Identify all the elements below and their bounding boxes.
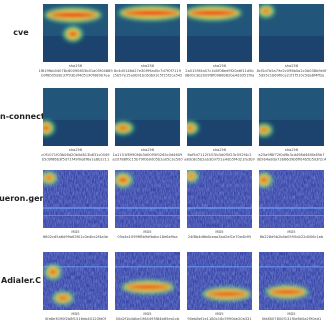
caption-id-type: sha256 xyxy=(69,64,83,68)
caption-hash: a25a9f8f72f0d9b3cd498d460fa65b7 xyxy=(258,153,324,157)
heatmap xyxy=(187,88,252,146)
heatmap-shade xyxy=(187,35,252,62)
heatmap-band xyxy=(43,215,108,216)
caption-hash: 6af5d7112f1f15b3d0f5f23c552f4c2 xyxy=(187,153,251,157)
hotspot-core xyxy=(126,284,170,290)
heatmap-noise xyxy=(259,252,324,310)
heatmap-band xyxy=(115,207,180,209)
heatmap xyxy=(259,4,324,62)
caption-hash: c0f1071f03b06d20b0d813b631c0049 xyxy=(41,153,110,157)
heatmap xyxy=(259,252,324,310)
heatmap xyxy=(187,170,252,228)
hotspot-core xyxy=(45,175,53,181)
hotspot-core xyxy=(270,289,304,295)
hotspot-core xyxy=(262,8,270,14)
heatmap-shade xyxy=(259,35,324,62)
caption-hash: 1a1151f8990f4b3d0095f0265c0d4609 xyxy=(113,153,183,157)
heatmap-band xyxy=(187,215,252,216)
heatmap xyxy=(187,4,252,62)
heatmap-band xyxy=(43,207,108,209)
caption-id-type: sha256 xyxy=(213,64,227,68)
caption-hash: 0fa8007800f131f0e6b5a2f90ed1 xyxy=(262,317,322,321)
heatmap xyxy=(115,88,180,146)
caption-id-type: MD5 xyxy=(143,312,151,316)
heatmap xyxy=(43,170,108,228)
heatmap-band xyxy=(115,266,180,268)
caption-id-type: sha256 xyxy=(213,148,227,152)
heatmap-noise xyxy=(43,252,108,310)
caption-hash: 1f819fbb04078c60090853b01a05f04889 xyxy=(38,69,113,73)
hotspot-core xyxy=(188,173,194,179)
hotspot-core xyxy=(260,177,268,183)
heatmap-band xyxy=(187,207,252,209)
heatmap xyxy=(115,252,180,310)
row-label: Alueron.gen!J xyxy=(0,194,52,203)
caption-hash: 8b228d9b2b4b0595d422d006c1eb xyxy=(260,235,324,239)
hotspot-core xyxy=(68,31,78,37)
caption-hash: 00d2f1b4dbe1964493f84b65ea1cb xyxy=(116,317,180,321)
caption-id-type: MD5 xyxy=(71,230,79,234)
caption-hash: d8d0c3b2b09f8f0988b62be4d3d51f0a xyxy=(185,74,255,78)
caption-hash: 90eb8ef1e1180c16c5990be20a331 xyxy=(187,317,251,321)
hotspot-core xyxy=(49,12,97,18)
hotspot-core xyxy=(118,177,128,183)
caption-hash: b5d9f86b3f5d71f49f0e8f6a1e8b2c11 xyxy=(42,158,110,162)
caption-id-type: MD5 xyxy=(287,230,295,234)
heatmap xyxy=(43,88,108,146)
caption-hash: db9b4a8da73b66d9b6ffd4b5b5d3f2c4 xyxy=(257,158,327,162)
caption-id-type: sha256 xyxy=(141,148,155,152)
heatmap-band xyxy=(259,266,324,268)
caption-hash: a8dc8d5b2ab3b9751e4db5f4d21fa3b9 xyxy=(184,158,255,162)
hotspot-core xyxy=(117,125,129,131)
hotspot-core xyxy=(189,10,237,16)
heatmap-noise xyxy=(187,170,252,228)
caption-id-type: sha256 xyxy=(285,148,299,152)
heatmap xyxy=(259,170,324,228)
heatmap-band xyxy=(259,215,324,216)
heatmap xyxy=(259,88,324,146)
caption-hash: a2d788f0c15b79f0b0d05b2a05c2e5d0 xyxy=(112,158,183,162)
caption-hash: 6802c65a6d99a63f01c0e4bc2f4a4e xyxy=(43,235,109,239)
row-label: open-connection xyxy=(0,112,59,121)
caption-hash: b9f6b05d8c37f93b3f4d5190fd89b7ea xyxy=(41,74,110,78)
caption-hash: 8c4d5148d27e30f99ad5c7d7f0f7119 xyxy=(114,69,182,73)
heatmap xyxy=(115,170,180,228)
caption-id-type: sha256 xyxy=(141,64,155,68)
heatmap xyxy=(43,252,108,310)
row-label: cve xyxy=(13,28,29,37)
heatmap-band xyxy=(259,207,324,209)
hotspot-core xyxy=(43,125,50,131)
caption-hash: 5d95c1b69f0ca21f1f510c5da8f4ff2e xyxy=(259,74,326,78)
caption-id-type: MD5 xyxy=(215,230,223,234)
heatmap xyxy=(43,4,108,62)
heatmap-band xyxy=(115,215,180,216)
heatmap xyxy=(115,4,180,62)
hotspot-core xyxy=(187,125,194,131)
caption-hash: 2a5155f4a07c1b0f08ed9f20a6f11d5b xyxy=(185,69,254,73)
hotspot-core xyxy=(260,127,268,133)
caption-id-type: MD5 xyxy=(287,312,295,316)
hotspot-core xyxy=(123,10,179,16)
hotspot-core xyxy=(49,269,57,275)
hotspot-core xyxy=(57,295,69,301)
hotspot-core xyxy=(207,291,247,297)
caption-id-type: MD5 xyxy=(143,230,151,234)
heatmap-shade xyxy=(115,35,180,62)
heatmap-band xyxy=(43,266,108,268)
caption-hash: 0fa6e3090f2b8f1516eb40120fd0f xyxy=(45,317,107,321)
caption-hash: 8cf2d7b5a79e2c096b0a2c0b038b9e0f xyxy=(257,69,328,73)
caption-id-type: sha256 xyxy=(285,64,299,68)
row-label: Adialer.C xyxy=(1,276,41,285)
caption-id-type: MD5 xyxy=(71,312,79,316)
heatmap-band xyxy=(187,266,252,268)
caption-hash: 24f8b4d6b6ceaa3ad2ef1e70e4b95 xyxy=(188,235,251,239)
caption-hash: c5b57e15a9b91bc6db93c5f15f2ca542 xyxy=(113,74,183,78)
caption-id-type: MD5 xyxy=(215,312,223,316)
caption-hash: 05a4e1099ff8b9dfbdbc18e6e9ba xyxy=(117,235,177,239)
heatmap-shade xyxy=(187,119,252,146)
heatmap-noise xyxy=(187,252,252,310)
heatmap xyxy=(187,252,252,310)
caption-id-type: sha256 xyxy=(69,148,83,152)
